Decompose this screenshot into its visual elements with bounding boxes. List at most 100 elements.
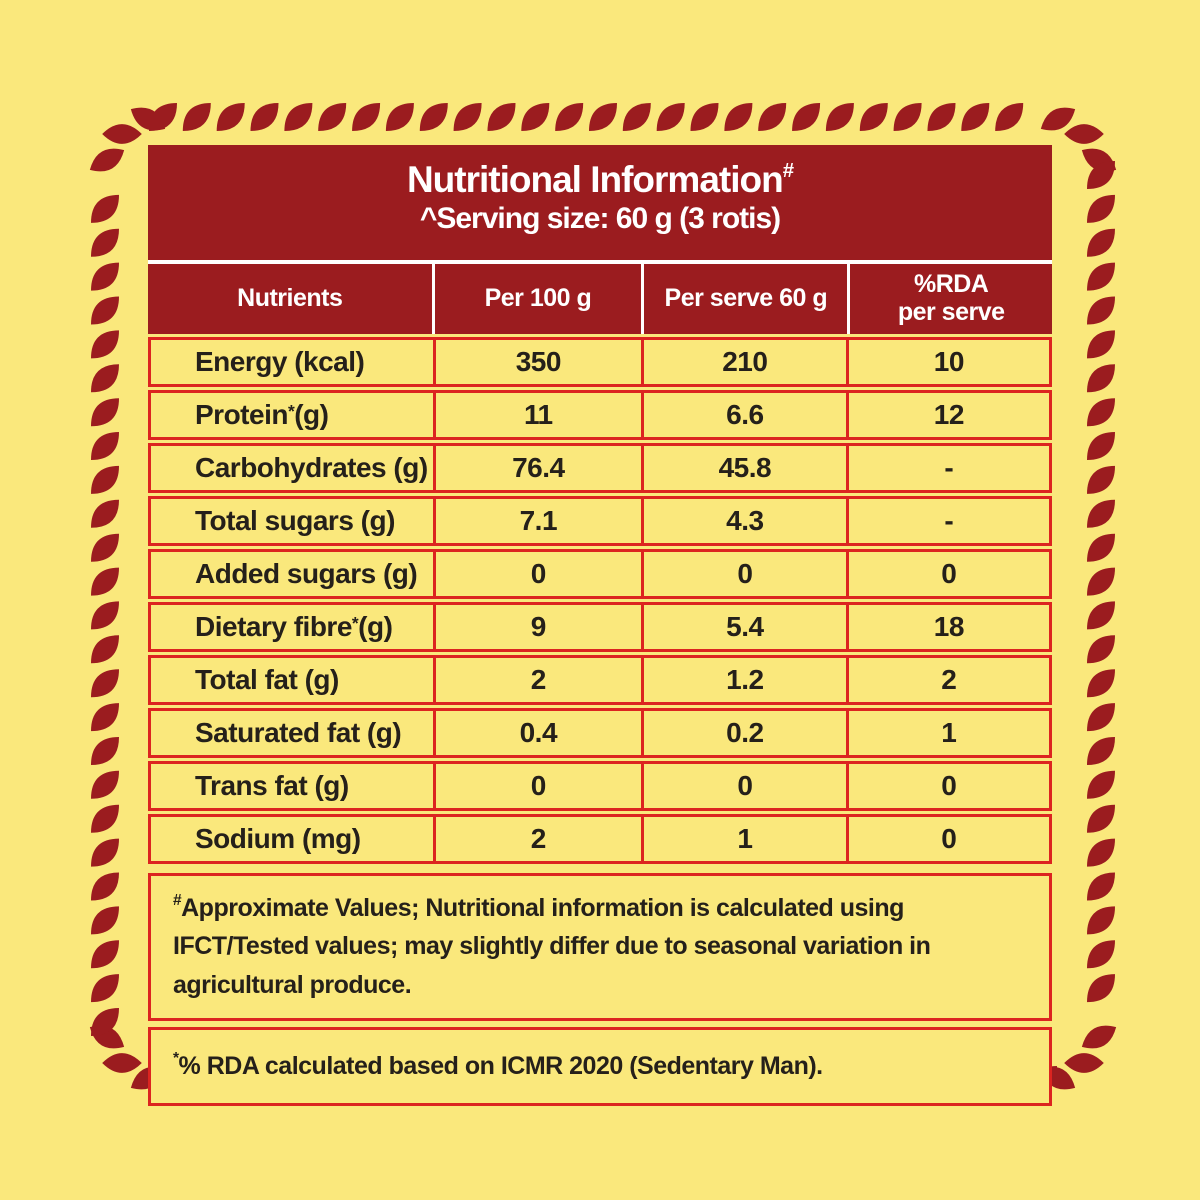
header-divider	[148, 259, 1052, 264]
leaf-petal-icon	[589, 103, 617, 131]
leaf-petal-icon	[91, 499, 119, 528]
leaf-petal-icon	[1087, 228, 1115, 257]
value-rda-percent: 10	[933, 345, 965, 377]
table-row: Sodium (mg) 2 1 0	[148, 813, 1052, 864]
leaf-petal-icon	[284, 103, 313, 131]
value-per-serve: 1	[644, 816, 849, 861]
nutrient-name: Saturated fat (g)	[151, 710, 436, 755]
leaf-petal-icon	[182, 103, 211, 131]
value-per-100g: 350	[436, 339, 644, 384]
leaf-petal-icon	[352, 103, 381, 131]
leaf-petal-icon	[91, 804, 119, 833]
value-rda-percent: 2	[941, 663, 957, 695]
value-rda-percent: 18	[933, 610, 965, 642]
leaf-petal-icon	[91, 194, 119, 223]
leaf-petal-icon	[995, 103, 1024, 131]
value-rda-percent: -	[944, 451, 954, 483]
nutrient-name: Energy (kcal)	[151, 339, 436, 384]
column-header-rda: %RDA per serve	[897, 270, 1005, 326]
footnote-rda-basis: *% RDA calculated based on ICMR 2020 (Se…	[148, 1026, 1052, 1106]
column-header-perserve: Per serve 60 g	[644, 263, 851, 334]
leaf-petal-icon	[1087, 499, 1115, 528]
table-row: Added sugars (g) 0 0 0	[148, 548, 1052, 599]
serving-size-text: ^Serving size: 60 g (3 rotis)	[419, 201, 781, 235]
value-per-100g: 76.4	[436, 445, 644, 490]
leaf-petal-icon	[1087, 601, 1115, 630]
leaf-petal-icon	[893, 103, 922, 131]
footnote-approximate-values: #Approximate Values; Nutritional informa…	[148, 872, 1052, 1021]
leaf-petal-icon	[91, 906, 119, 935]
leaf-petal-icon	[1087, 669, 1115, 698]
leaf-petal-icon	[1087, 703, 1115, 732]
leaf-petal-icon	[1087, 838, 1115, 867]
leaf-petal-icon	[1087, 262, 1115, 291]
value-per-serve: 5.4	[644, 604, 849, 649]
leaf-petal-icon	[89, 142, 125, 178]
column-header-per100: Per 100 g	[435, 263, 645, 334]
nutrient-name: Trans fat (g)	[151, 763, 436, 808]
value-rda-percent: 0	[941, 557, 957, 589]
leaf-petal-icon	[91, 669, 119, 698]
table-row: Carbohydrates (g) 76.4 45.8 -	[148, 442, 1052, 493]
leaf-petal-icon	[91, 432, 119, 460]
leaf-petal-icon	[1087, 974, 1115, 1003]
leaf-petal-icon	[1087, 296, 1115, 325]
value-per-serve: 4.3	[644, 498, 849, 543]
leaf-petal-icon	[1087, 906, 1115, 935]
nutrient-name: Total sugars (g)	[151, 498, 436, 543]
leaf-petal-icon	[1087, 872, 1115, 901]
leaf-petal-icon	[91, 703, 119, 732]
value-per-100g: 2	[436, 657, 644, 702]
value-per-serve: 0.2	[644, 710, 849, 755]
leaf-petal-icon	[1087, 940, 1115, 969]
leaf-petal-icon	[453, 103, 482, 131]
table-row: Saturated fat (g) 0.4 0.2 1	[148, 707, 1052, 758]
leaf-petal-icon	[792, 103, 821, 131]
value-per-serve: 210	[644, 339, 849, 384]
nutrient-name: Total fat (g)	[151, 657, 436, 702]
table-row: Protein * (g) 11 6.6 12	[148, 389, 1052, 440]
nutrient-name: Dietary fibre * (g)	[151, 604, 436, 649]
leaf-petal-icon	[1087, 398, 1115, 427]
leaf-petal-icon	[1087, 635, 1115, 664]
leaf-petal-icon	[1087, 194, 1115, 223]
nutrition-panel: Nutritional Information# ^Serving size: …	[148, 145, 1052, 1106]
leaf-petal-icon	[91, 635, 119, 664]
value-rda-percent: 0	[941, 769, 957, 801]
leaf-petal-icon	[1087, 432, 1115, 460]
leaf-petal-icon	[1081, 1019, 1117, 1055]
table-header-block: Nutritional Information# ^Serving size: …	[148, 145, 1052, 334]
value-per-serve: 0	[644, 763, 849, 808]
leaf-petal-icon	[91, 940, 119, 969]
title-area: Nutritional Information# ^Serving size: …	[148, 145, 1052, 260]
leaf-petal-icon	[91, 838, 119, 867]
nutrient-name: Carbohydrates (g)	[151, 445, 436, 490]
leaf-petal-icon	[419, 103, 448, 131]
table-row: Total fat (g) 2 1.2 2	[148, 654, 1052, 705]
value-per-100g: 0.4	[436, 710, 644, 755]
leaf-petal-icon	[91, 737, 119, 765]
leaf-petal-icon	[216, 103, 245, 131]
leaf-petal-icon	[91, 228, 119, 257]
leaf-petal-icon	[927, 103, 956, 131]
leaf-petal-icon	[91, 872, 119, 901]
value-per-serve: 6.6	[644, 392, 849, 437]
footnote1-superscript: #	[173, 892, 182, 910]
value-rda-percent: 0	[941, 822, 957, 854]
value-rda-percent: 1	[941, 716, 957, 748]
leaf-petal-icon	[91, 330, 119, 359]
value-per-serve: 0	[644, 551, 849, 596]
leaf-petal-icon	[724, 103, 753, 131]
leaf-petal-icon	[1087, 804, 1115, 833]
leaf-petal-icon	[825, 103, 854, 131]
leaf-petal-icon	[91, 364, 119, 393]
value-per-100g: 9	[436, 604, 644, 649]
leaf-petal-icon	[656, 103, 685, 131]
leaf-petal-icon	[555, 103, 584, 131]
title-superscript: #	[782, 159, 794, 182]
value-per-100g: 11	[436, 392, 644, 437]
leaf-petal-icon	[1087, 770, 1115, 799]
leaf-petal-icon	[91, 465, 119, 494]
value-rda-percent: 12	[933, 398, 965, 430]
